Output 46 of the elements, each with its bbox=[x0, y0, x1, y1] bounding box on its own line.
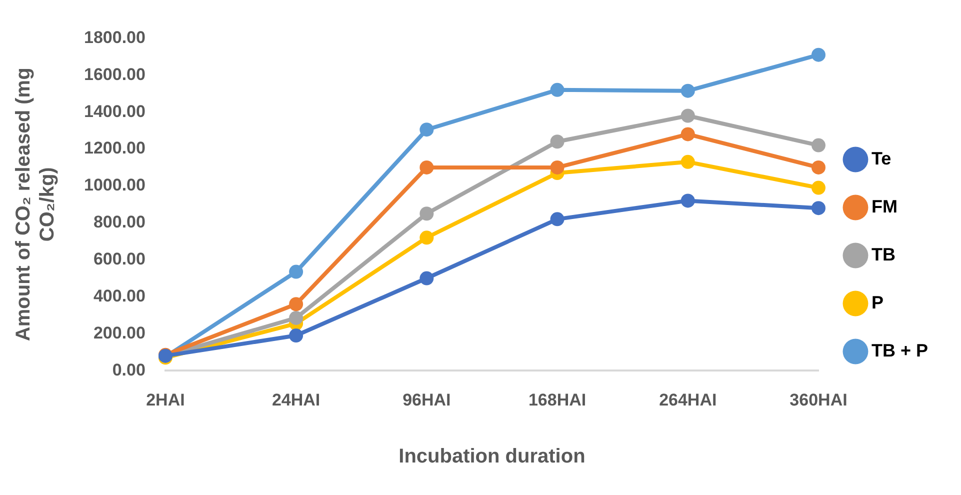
point bbox=[811, 180, 826, 195]
x-tick-label: 24HAI bbox=[272, 390, 320, 410]
legend-label: Te bbox=[871, 148, 892, 168]
y-tick-label: 1000.00 bbox=[84, 176, 146, 195]
y-tick-label: 1400.00 bbox=[84, 102, 146, 121]
legend-label: TB + P bbox=[871, 340, 928, 360]
y-tick-label: 600.00 bbox=[93, 249, 146, 268]
point bbox=[550, 134, 564, 149]
x-tick-label: 96HAI bbox=[402, 390, 451, 410]
point bbox=[680, 84, 695, 98]
point bbox=[289, 297, 304, 312]
point bbox=[550, 160, 564, 174]
y-tick-label: 400.00 bbox=[93, 286, 146, 306]
point bbox=[811, 201, 826, 216]
y-tick-label: 1800.00 bbox=[84, 28, 146, 47]
point bbox=[420, 271, 434, 286]
point bbox=[680, 127, 695, 142]
x-tick-label: 264HAI bbox=[659, 390, 717, 410]
y-tick-label: 0.00 bbox=[112, 360, 146, 380]
point bbox=[550, 212, 564, 226]
x-axis-title: Incubation duration bbox=[398, 446, 586, 468]
point bbox=[289, 310, 304, 325]
point bbox=[811, 138, 826, 152]
x-tick-label: 2HAI bbox=[146, 390, 185, 410]
legend-label: TB bbox=[871, 244, 896, 264]
point bbox=[420, 122, 434, 137]
point bbox=[811, 48, 826, 62]
y-tick-label: 1600.00 bbox=[84, 64, 146, 84]
y-tick-label: 1200.00 bbox=[84, 138, 146, 158]
point bbox=[289, 264, 304, 279]
point bbox=[680, 194, 695, 208]
point bbox=[550, 82, 564, 97]
point bbox=[680, 108, 695, 123]
point bbox=[420, 160, 434, 174]
point bbox=[680, 154, 695, 169]
y-tick-label: 200.00 bbox=[93, 323, 146, 342]
legend-label: FM bbox=[871, 196, 898, 216]
legend-label: P bbox=[871, 292, 884, 312]
x-tick-label: 360HAI bbox=[790, 390, 848, 410]
y-axis-title: Amount of CO₂ released (mg CO₂/kg) bbox=[12, 68, 59, 342]
point bbox=[420, 230, 434, 245]
point bbox=[289, 328, 304, 343]
x-tick-label: 168HAI bbox=[528, 390, 586, 410]
point bbox=[420, 206, 434, 221]
y-tick-label: 800.00 bbox=[93, 212, 146, 232]
point bbox=[811, 160, 826, 174]
